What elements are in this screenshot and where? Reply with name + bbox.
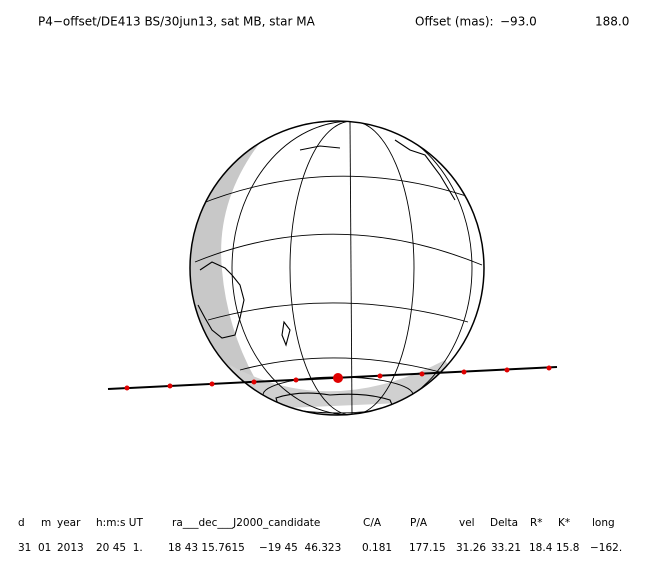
coastline: [299, 145, 341, 151]
cell: 0.181: [362, 542, 392, 554]
marker: [251, 379, 257, 385]
meridian: [289, 121, 415, 415]
marker: [167, 383, 173, 389]
column-label: h:m:s UT: [96, 517, 143, 529]
globe-outline: [189, 120, 485, 416]
column-label: P/A: [410, 517, 428, 529]
cell: 177.15: [409, 542, 446, 554]
marker: [377, 373, 383, 379]
parallel: [197, 175, 479, 206]
cell: 18 43 15.7615: [168, 542, 245, 554]
meridian: [349, 121, 353, 415]
column-label: K*: [558, 517, 570, 529]
path-line: [107, 366, 558, 390]
table: d m year h:m:s UT ra___dec___J2000_candi…: [18, 517, 622, 554]
marker: [546, 365, 552, 371]
equator: [194, 233, 483, 266]
column-label: year: [57, 517, 81, 529]
cell: −19 45 46.323: [259, 542, 341, 554]
cell: 2013: [57, 542, 84, 554]
cell: 31.26: [456, 542, 486, 554]
offset-value: −93.0: [500, 15, 537, 29]
column-label: ra___dec___J2000_candidate: [172, 517, 320, 529]
night-shade: [190, 140, 268, 400]
marker: [124, 385, 130, 391]
column-label: vel: [459, 517, 475, 529]
marker: [461, 369, 467, 375]
offset-value: 188.0: [595, 15, 629, 29]
cell: −162.: [590, 542, 622, 554]
coastline: [281, 320, 291, 347]
cell: 15.8: [556, 542, 579, 554]
marker-central: [333, 373, 343, 383]
marker: [504, 367, 510, 373]
column-label: R*: [530, 517, 543, 529]
column-label: long: [592, 517, 615, 529]
shadow-path: [107, 365, 558, 391]
coastline: [197, 261, 245, 339]
cell: 01: [38, 542, 51, 554]
globe-disk: [190, 121, 484, 415]
parallel: [207, 302, 469, 323]
column-label: m: [41, 517, 51, 529]
cell: 31: [18, 542, 31, 554]
time-markers: [124, 365, 552, 391]
meridian: [231, 121, 473, 415]
column-label: d: [18, 517, 25, 529]
marker: [209, 381, 215, 387]
globe: [189, 120, 485, 416]
column-label: C/A: [363, 517, 382, 529]
cell: 33.21: [491, 542, 521, 554]
cell: 18.4: [529, 542, 553, 554]
offset-label: Offset (mas):: [415, 15, 494, 29]
parallel: [239, 357, 441, 373]
marker: [419, 371, 425, 377]
column-label: Delta: [490, 517, 518, 529]
marker: [293, 377, 299, 383]
coastline: [394, 139, 456, 201]
cell: 20 45 1.: [96, 542, 143, 554]
title: P4−offset/DE413 BS/30jun13, sat MB, star…: [38, 15, 316, 29]
